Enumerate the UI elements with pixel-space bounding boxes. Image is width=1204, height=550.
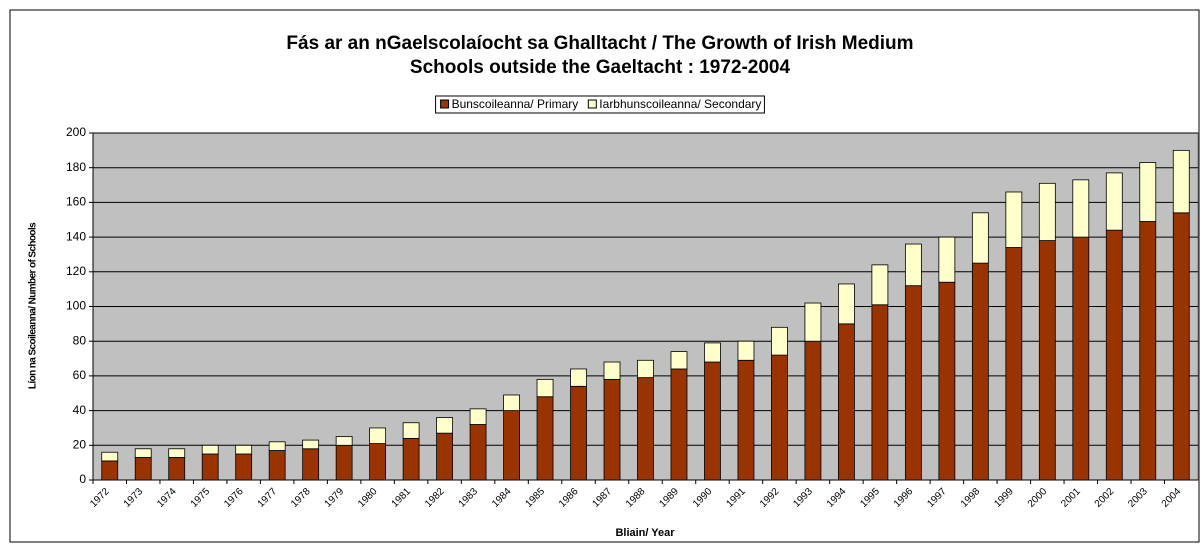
bar-segment (335, 436, 353, 446)
y-tick-label: 20 (73, 437, 87, 451)
bar-segment (1005, 247, 1023, 481)
bar-segment (302, 448, 320, 481)
bar-segment (737, 359, 755, 481)
y-tick-label: 120 (66, 264, 86, 278)
legend-swatch (587, 99, 597, 109)
bar-segment (871, 264, 889, 306)
bar-segment (536, 396, 554, 481)
bar-segment (704, 342, 721, 363)
bar-segment (637, 359, 654, 379)
y-tick-label: 60 (73, 368, 87, 382)
bar-segment (570, 385, 587, 481)
bar-segment (804, 340, 822, 481)
bar-segment (1005, 191, 1023, 248)
bar-segment (570, 368, 587, 387)
bar-segment (670, 368, 688, 481)
bar-segment (134, 457, 152, 481)
bar-segment (369, 427, 387, 444)
bar-segment (737, 340, 755, 361)
bar-segment (503, 410, 520, 481)
bar-segment (235, 444, 253, 455)
y-tick-label: 100 (66, 299, 86, 313)
bar-segment (469, 408, 487, 425)
bar-segment (101, 451, 119, 462)
bar-segment (1172, 212, 1190, 481)
bar-segment (871, 304, 889, 481)
bar-segment (369, 443, 387, 481)
bar-segment (1105, 172, 1123, 231)
bar-segment (168, 457, 186, 481)
bar-segment (1139, 162, 1157, 222)
bar-segment (1038, 240, 1056, 481)
y-axis-label: Líon na Scoileanna/ Number of Schools (28, 222, 39, 389)
chart-title: Schools outside the Gaeltacht : 1972-200… (410, 57, 791, 78)
bar-segment (436, 432, 453, 481)
bar-segment (335, 444, 353, 481)
bar-segment (536, 378, 554, 398)
bar-segment (168, 448, 186, 458)
y-tick-label: 80 (73, 333, 87, 347)
bar-segment (1072, 179, 1090, 238)
x-axis-label: Bliain/ Year (615, 527, 675, 539)
bar-segment (1072, 236, 1090, 481)
bar-segment (101, 460, 119, 481)
bar-segment (201, 444, 219, 455)
bar-segment (938, 236, 956, 283)
bar-segment (1105, 229, 1123, 481)
bar-segment (804, 302, 822, 342)
bar-segment (402, 437, 420, 481)
bar-segment (201, 453, 219, 481)
bar-segment (670, 351, 688, 370)
bar-segment (134, 448, 152, 458)
y-tick-label: 40 (73, 403, 87, 417)
bar-segment (904, 285, 922, 481)
bar-segment (637, 377, 654, 481)
bar-segment (402, 422, 420, 439)
bar-segment (268, 441, 286, 451)
legend-box (435, 95, 765, 114)
y-tick-label: 160 (66, 195, 86, 209)
bar-segment (235, 453, 253, 481)
legend: Bunscoileanna/ Primary Iarbhunscoileanna/… (435, 95, 765, 114)
bar-segment (838, 283, 855, 325)
bar-segment (971, 212, 989, 264)
bar-segment (771, 354, 788, 481)
bar-segment (938, 281, 956, 481)
legend-swatch (440, 99, 450, 109)
bar-segment (1172, 149, 1190, 214)
chart-title: Fás ar an nGaelscolaíocht sa Ghalltacht … (286, 33, 913, 54)
bar-segment (704, 361, 721, 481)
bar-segment (603, 361, 621, 380)
legend-label: Iarbhunscoileanna/ Secondary (599, 97, 761, 111)
bar-segment (603, 378, 621, 481)
legend-label: Bunscoileanna/ Primary (452, 97, 579, 111)
y-tick-label: 0 (79, 472, 86, 486)
bar-segment (503, 394, 520, 411)
y-tick-label: 200 (66, 125, 86, 139)
y-tick-label: 180 (66, 160, 86, 174)
bar-segment (268, 450, 286, 481)
bar-segment (436, 417, 453, 434)
bar-segment (771, 326, 788, 356)
bar-segment (469, 424, 487, 481)
y-tick-label: 140 (66, 229, 86, 243)
bar-segment (1139, 221, 1157, 481)
bar-segment (302, 439, 320, 450)
bar-segment (904, 243, 922, 287)
bar-segment (1038, 182, 1056, 241)
bar-segment (971, 262, 989, 481)
bar-segment (838, 323, 855, 481)
